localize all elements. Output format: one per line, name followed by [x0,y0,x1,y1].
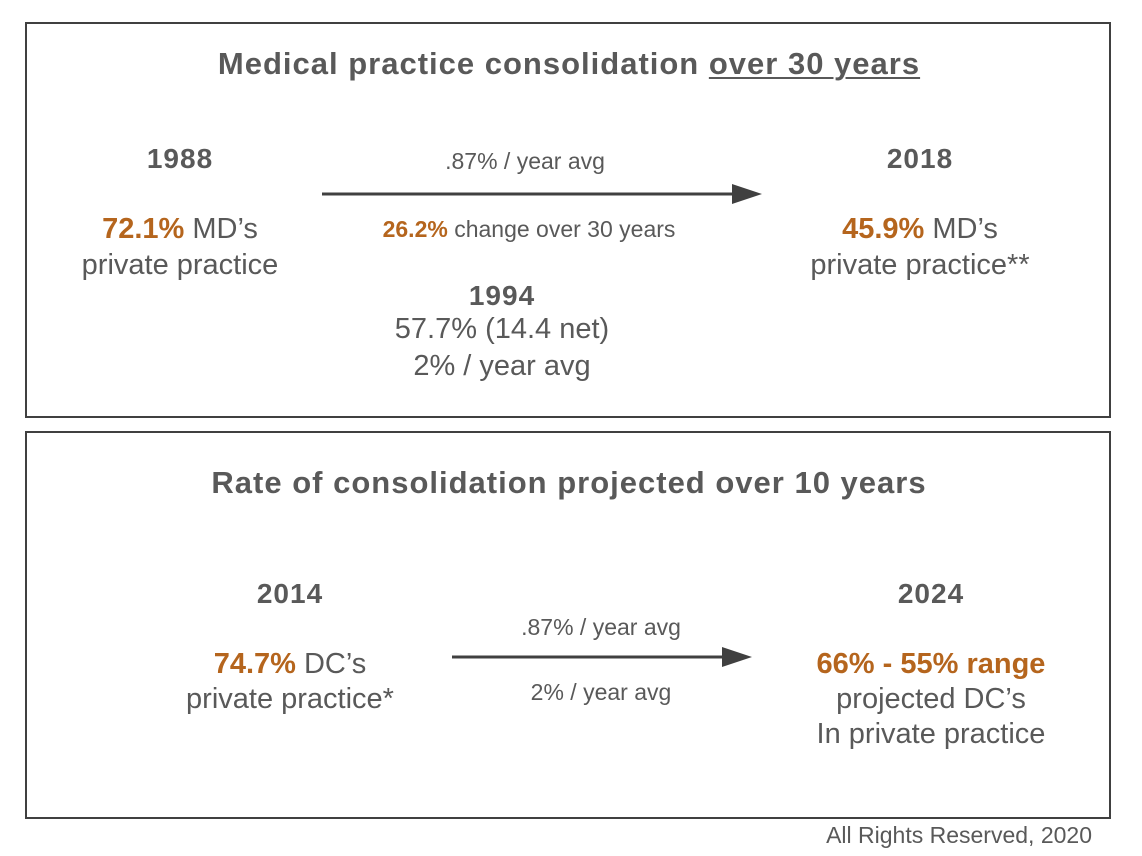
stat-1988: 72.1% MD’s [102,213,258,246]
title-main: Medical practice consolidation [217,46,709,81]
stat-2018: 45.9% MD’s [842,213,998,246]
projected-label: projected DC’s [836,683,1026,715]
copyright-notice: All Rights Reserved, 2020 [826,822,1092,848]
change-label: 26.2% change over 30 years [383,216,676,242]
change-value: 26.2% [382,216,448,242]
stat-2014-suffix: DC’s [295,648,367,680]
rate-1994: 2% / year avg [413,350,591,382]
stat-1988-label: private practice [81,249,279,281]
arrow-1988-2018 [322,184,762,204]
stat-2014-label: private practice* [186,683,394,715]
private-practice-label: In private practice [816,718,1046,750]
stat-2014: 74.7% DC’s [214,648,367,681]
rate-bottom-top-label: .87% / year avg [521,614,681,640]
panel-title-projected: Rate of consolidation projected over 10 … [211,465,927,500]
stat-1994: 57.7% (14.4 net) [394,313,610,345]
stat-1988-value: 72.1% [102,213,185,245]
year-1988: 1988 [146,143,214,174]
range-2024: 66% - 55% range [816,648,1046,680]
year-1994: 1994 [468,280,536,311]
year-2014: 2014 [256,578,324,609]
change-text: change over 30 years [447,216,676,242]
rate-top-label: .87% / year avg [445,148,605,174]
stat-2018-suffix: MD’s [924,213,998,245]
stat-1988-suffix: MD’s [184,213,258,245]
arrow-2014-2024 [452,647,752,667]
panel-medical-consolidation [25,22,1111,418]
panel-title-medical: Medical practice consolidation over 30 y… [218,46,920,82]
year-2018: 2018 [886,143,954,174]
title-underlined: over 30 years [708,46,921,81]
stat-2018-label: private practice** [810,249,1030,281]
stat-2018-value: 45.9% [842,213,925,245]
stat-2014-value: 74.7% [213,648,296,680]
panel-projected-consolidation [25,431,1111,819]
rate-bottom-bottom-label: 2% / year avg [530,679,672,705]
year-2024: 2024 [897,578,965,609]
